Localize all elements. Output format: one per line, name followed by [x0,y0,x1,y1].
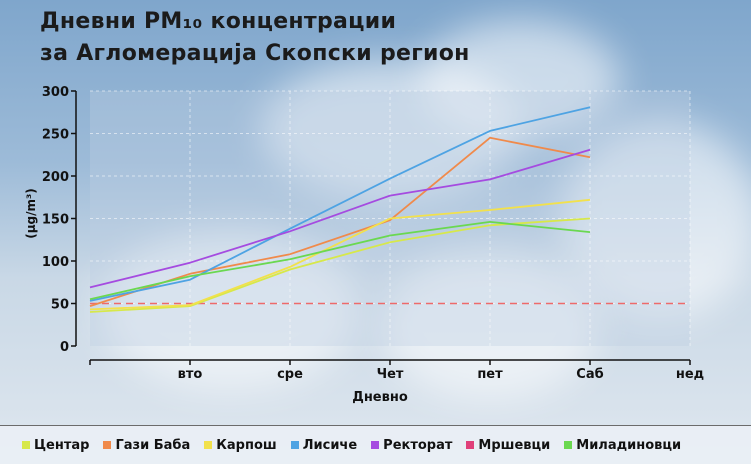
x-tick-label: Саб [576,367,603,382]
legend-swatch [204,441,213,449]
legend-label: Ректорат [383,437,453,453]
chart-title-line1: Дневни PM₁₀ концентрации [40,9,397,34]
x-tick-label: нед [676,367,704,382]
legend-swatch [466,441,475,449]
legend-swatch [290,441,299,449]
y-tick-label: 300 [42,85,69,100]
legend-swatch [22,441,30,449]
cloud-decoration [100,230,360,390]
y-tick-label: 200 [42,170,69,185]
legend-item: Миладиновци [564,438,681,453]
series-line [89,148,591,289]
x-tick-label: пет [477,367,503,382]
cloud-decoration [420,20,620,140]
legend: Центар Гази Баба Карпош Лисиче Ректорат Мршев… [0,425,751,464]
series-line [89,198,591,311]
y-tick-label: 100 [42,255,69,270]
y-tick-label: 250 [42,128,69,143]
y-tick-label: 50 [51,298,69,313]
x-axis-label: Дневно [352,390,408,405]
legend-label: Миладиновци [576,437,682,453]
legend-label: Гази Баба [115,437,191,453]
series-line [89,136,591,307]
y-tick-label: 150 [42,213,69,228]
axes: 0 50 100 150 200 250 300 вто сре Чет пет Саб нед [42,85,704,382]
chart-title: Дневни PM₁₀ концентрации за Агломерација… [40,6,470,70]
legend-item: Лисиче [290,437,358,453]
series-line [89,220,591,301]
legend-label: Карпош [216,437,277,453]
legend-item: Мршевци [466,438,550,453]
legend-label: Центар [34,437,90,453]
legend-item: Центар [22,438,89,453]
legend-swatch [103,441,112,449]
legend-label: Лисиче [302,437,358,453]
cloud-decoration [560,120,751,320]
legend-label: Мршевци [478,437,551,453]
legend-item: Карпош [204,437,277,453]
y-tick-label: 0 [60,340,69,355]
legend-swatch [564,441,573,449]
line-chart: 0 50 100 150 200 250 300 вто сре Чет пет Саб нед Дне… [24,85,704,405]
y-axis-label: (µg/m³) [24,188,38,239]
legend-swatch [371,441,380,449]
chart-title-line2: за Агломерација Скопски регион [40,41,470,66]
legend-item: Ректорат [371,438,452,453]
legend-item: Гази Баба [103,438,190,453]
x-tick-label: вто [178,367,203,382]
series-line [89,106,591,302]
series-group [89,106,591,313]
x-tick-label: сре [277,367,303,382]
x-tick-label: Чет [377,367,404,382]
